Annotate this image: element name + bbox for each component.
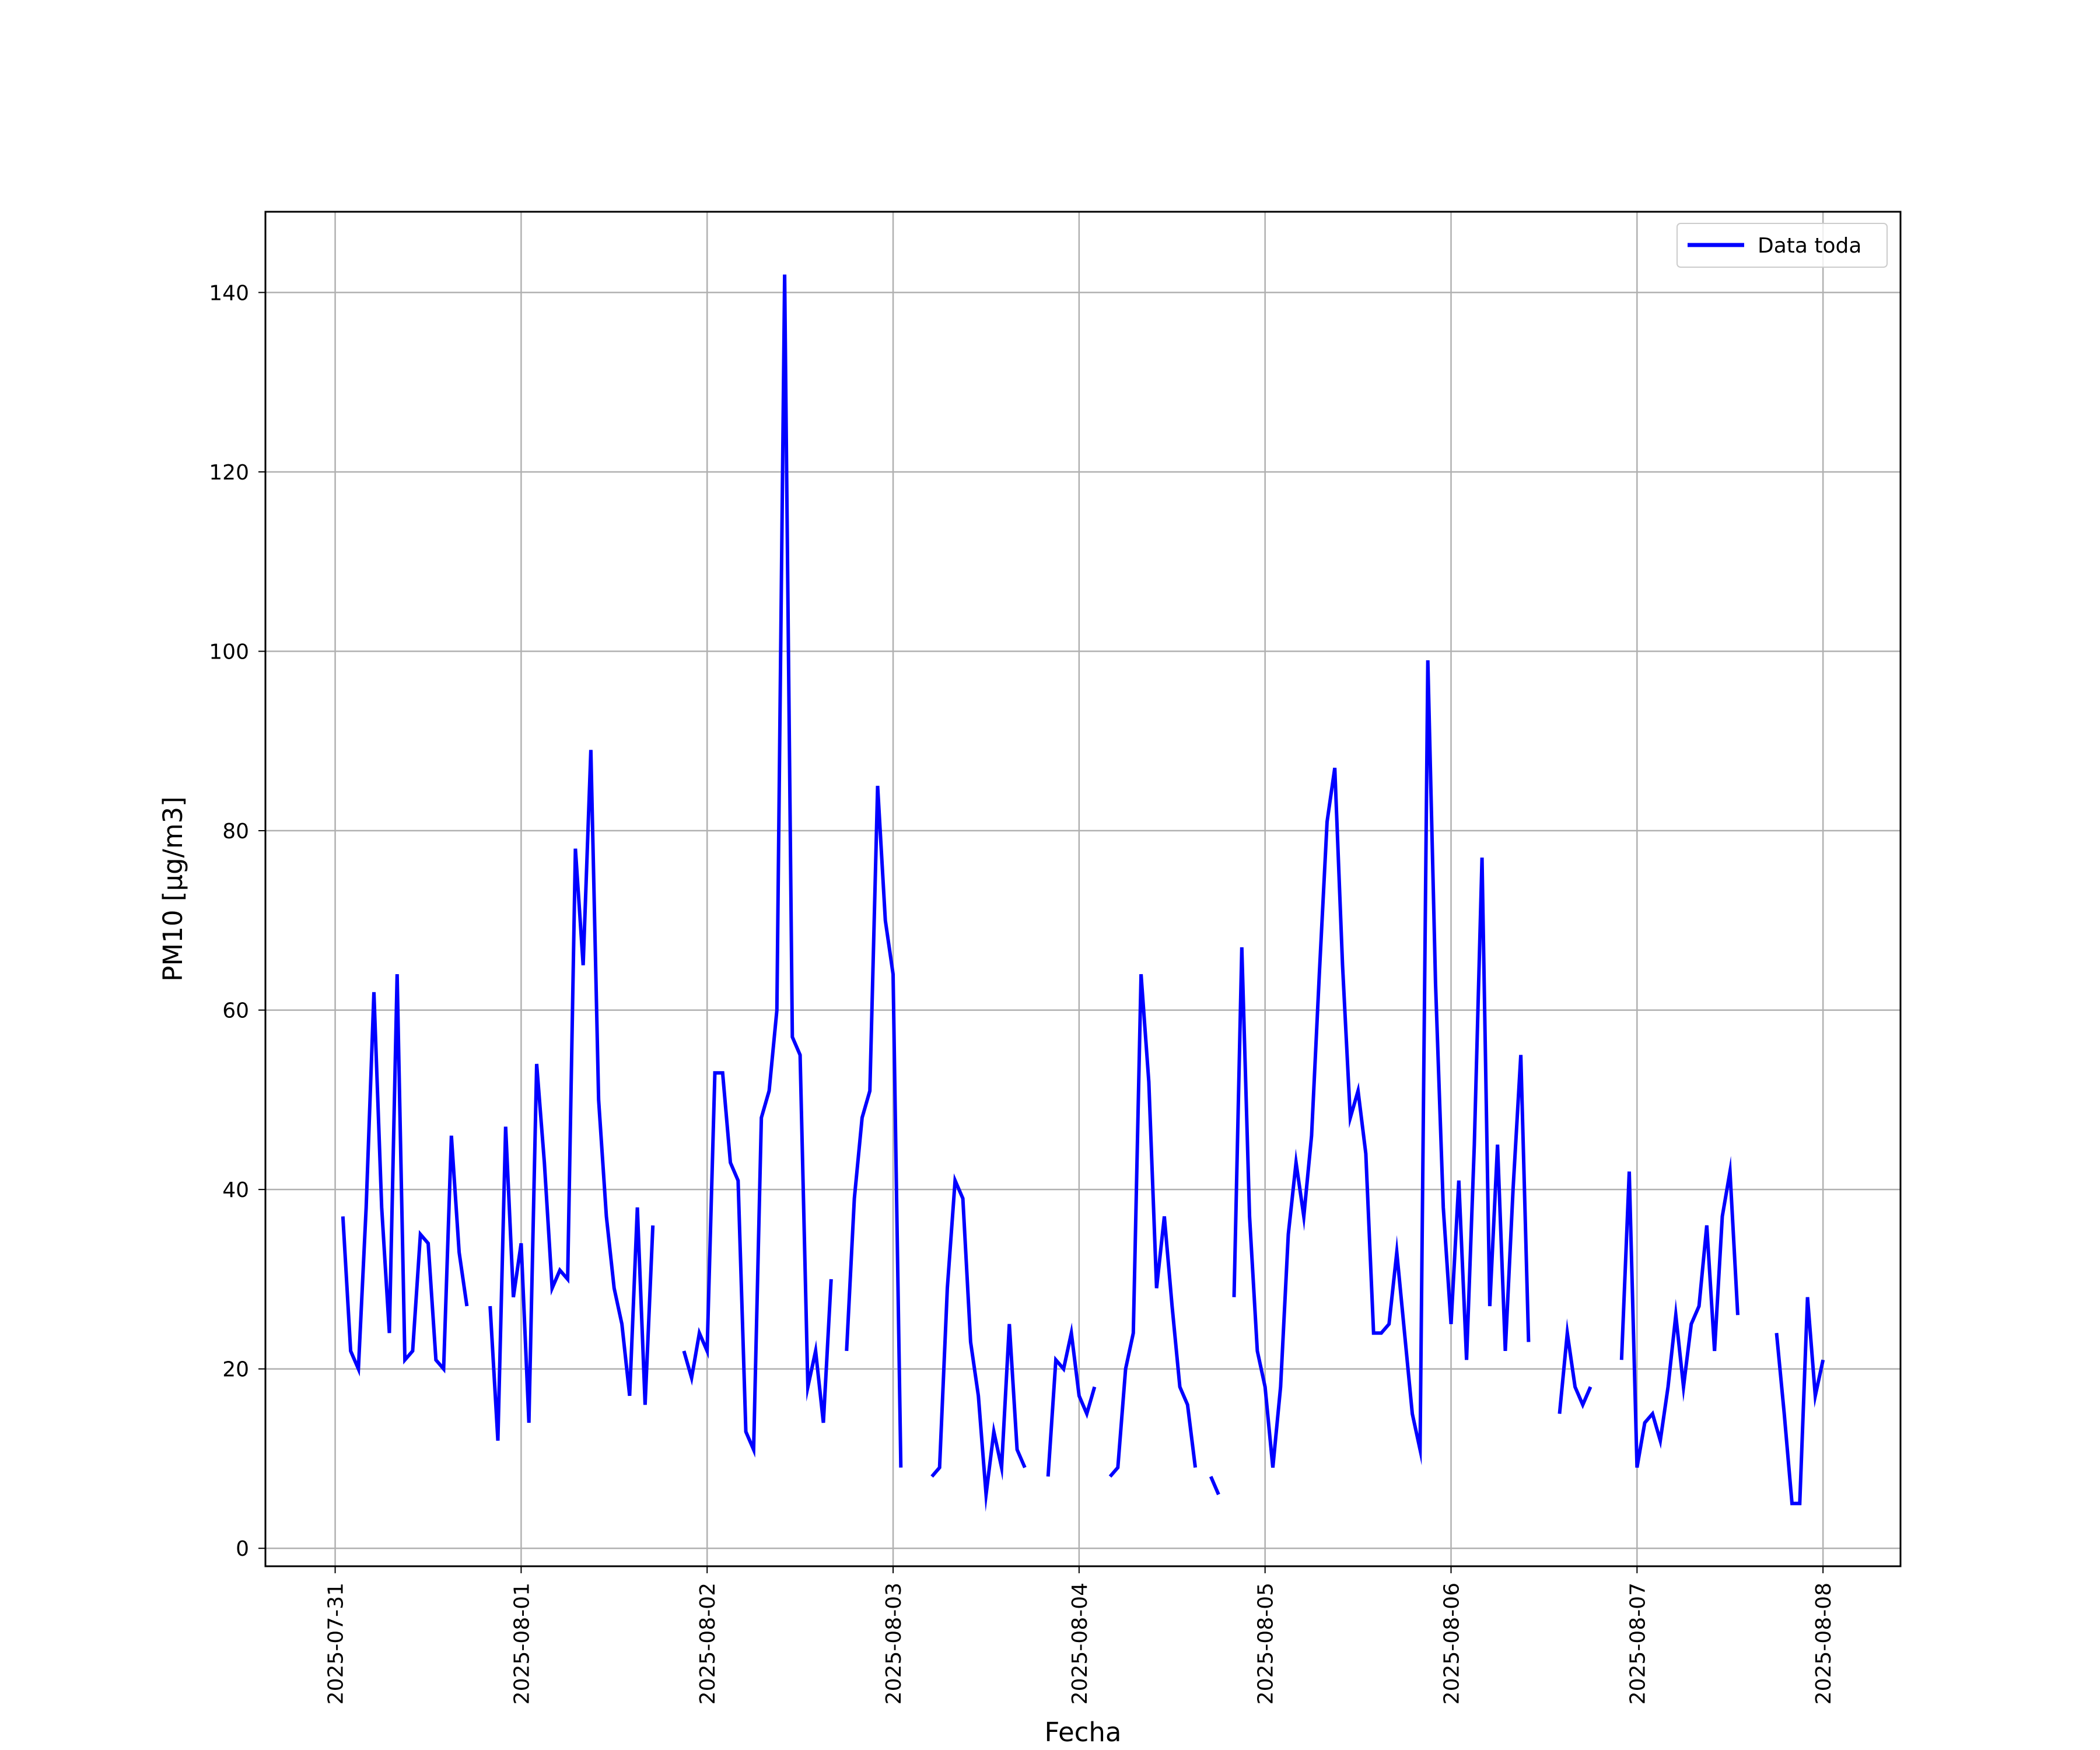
plot-frame <box>264 211 1902 1567</box>
series-line-segment <box>1774 1297 1825 1506</box>
x-tick-label: 2025-08-07 <box>1626 1583 1650 1704</box>
series-line-segment <box>1619 1156 1740 1468</box>
series-line-segment <box>1046 1322 1097 1477</box>
y-tick-label: 80 <box>222 820 249 844</box>
series-line-segment <box>845 786 903 1468</box>
ticks: 0 20 40 60 80 100 120 140 2025-07-31 2025-08-01 20… <box>209 281 1836 1704</box>
series-line-segment <box>341 974 469 1377</box>
x-tick-label: 2025-08-02 <box>696 1583 720 1704</box>
x-tick-label: 2025-08-05 <box>1254 1583 1278 1704</box>
y-axis-label: PM10 [μg/m3] <box>158 796 188 981</box>
series-line-segment <box>488 750 655 1441</box>
series-line-segment <box>1108 974 1198 1478</box>
series-line-segment <box>682 274 833 1458</box>
x-tick-label: 2025-08-08 <box>1812 1583 1836 1704</box>
y-tick-label: 120 <box>209 461 249 485</box>
x-tick-label: 2025-08-03 <box>882 1583 906 1704</box>
y-tick-label: 20 <box>222 1358 249 1382</box>
x-tick-label: 2025-08-06 <box>1440 1583 1464 1704</box>
legend-box <box>1676 223 1888 268</box>
y-tick-label: 100 <box>209 640 249 664</box>
y-tick-label: 0 <box>236 1537 249 1561</box>
series-line-segment <box>1209 1476 1220 1496</box>
series-line-segment <box>1232 660 1531 1468</box>
y-tick-label: 140 <box>209 281 249 305</box>
x-tick-label: 2025-07-31 <box>324 1583 348 1704</box>
x-tick-label: 2025-08-01 <box>510 1583 534 1704</box>
series-layer <box>341 274 1825 1512</box>
y-tick-label: 40 <box>222 1178 249 1202</box>
legend-label: Data toda <box>1758 234 1861 258</box>
x-tick-label: 2025-08-04 <box>1068 1583 1092 1704</box>
legend: Data toda <box>1676 223 1888 268</box>
series-line-segment <box>1558 1318 1592 1414</box>
series-line-segment <box>930 1173 1027 1512</box>
y-tick-label: 60 <box>222 999 249 1023</box>
x-axis-label: Fecha <box>1045 1717 1122 1748</box>
